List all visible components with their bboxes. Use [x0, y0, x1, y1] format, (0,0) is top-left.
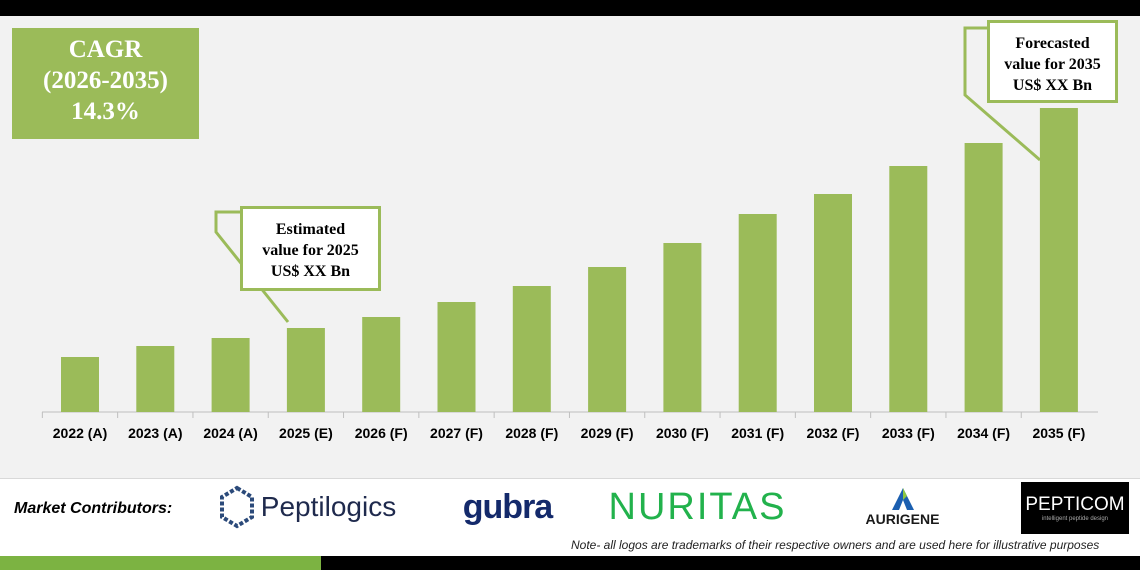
bar-2024 (A) [211, 338, 250, 412]
x-tick-label: 2022 (A) [53, 425, 107, 441]
logo-gubra: gubra [455, 482, 560, 532]
bar-2028 (F) [512, 286, 551, 412]
x-tick-label: 2035 (F) [1032, 425, 1085, 441]
x-tick-label: 2032 (F) [807, 425, 860, 441]
x-tick-label: 2028 (F) [505, 425, 558, 441]
bar-2032 (F) [814, 194, 852, 412]
bar-2029 (F) [588, 267, 627, 412]
callout-line: Estimated [275, 221, 346, 238]
logo-text: PEPTICOM [1025, 494, 1125, 515]
callout-line: Forecasted [1015, 35, 1090, 52]
x-tick-label: 2031 (F) [731, 425, 784, 441]
title-bar [0, 0, 1140, 16]
bar-2023 (A) [136, 346, 175, 412]
trademark-note: Note- all logos are trademarks of their … [571, 538, 1100, 552]
bottom-bar-accent [0, 556, 321, 570]
logo-text: Peptilogics [260, 491, 397, 522]
cagr-box: CAGR (2026-2035) 14.3% [12, 28, 199, 139]
bar-2026 (F) [362, 317, 401, 412]
x-tick-label: 2024 (A) [203, 425, 257, 441]
x-tick-label: 2029 (F) [581, 425, 634, 441]
bar-2022 (A) [61, 357, 99, 412]
aurigene-mark-icon [891, 488, 914, 510]
callout-line: value for 2025 [262, 242, 359, 259]
logo-text: NURITAS [608, 485, 787, 528]
bar-2025 (E) [286, 328, 325, 412]
hexagon-icon [219, 485, 254, 529]
x-tick-label: 2025 (E) [279, 425, 333, 441]
bar-2033 (F) [889, 166, 928, 412]
cagr-title: CAGR [68, 36, 143, 63]
logo-nuritas: NURITAS [600, 482, 795, 532]
bar-2031 (F) [738, 214, 777, 412]
x-tick-label: 2034 (F) [957, 425, 1010, 441]
bar-2030 (F) [663, 243, 702, 412]
x-tick-label: 2027 (F) [430, 425, 483, 441]
bar-2035 (F) [1039, 108, 1078, 412]
callout-2025: Estimated value for 2025 US$ XX Bn [240, 206, 381, 291]
bar-2027 (F) [437, 302, 476, 412]
logo-aurigene: AURIGENE [855, 482, 950, 532]
x-tick-label: 2030 (F) [656, 425, 709, 441]
bar-2034 (F) [964, 143, 1003, 412]
logo-text: gubra [462, 487, 553, 526]
logo-peptilogics: Peptilogics [205, 482, 410, 532]
callout-line: value for 2035 [1004, 56, 1101, 73]
logo-pepticom: PEPTICOM intelligent peptide design [1021, 482, 1129, 534]
cagr-period: (2026-2035) [43, 67, 168, 94]
callout-line: US$ XX Bn [1012, 77, 1093, 94]
contributors-label: Market Contributors: [14, 500, 173, 517]
logo-text: AURIGENE [865, 511, 940, 527]
callout-2035: Forecasted value for 2035 US$ XX Bn [987, 20, 1118, 103]
callout-line: US$ XX Bn [270, 263, 351, 280]
x-tick-label: 2023 (A) [128, 425, 182, 441]
cagr-value: 14.3% [71, 98, 140, 125]
x-tick-label: 2033 (F) [882, 425, 935, 441]
bar-chart: 2022 (A) 2023 (A) 2024 (A) 2025 (E) 2026 (F)… [41, 26, 1098, 441]
callout-connector-2035 [963, 26, 1041, 162]
logo-tagline: intelligent peptide design [1041, 516, 1109, 522]
x-tick-label: 2026 (F) [355, 425, 408, 441]
